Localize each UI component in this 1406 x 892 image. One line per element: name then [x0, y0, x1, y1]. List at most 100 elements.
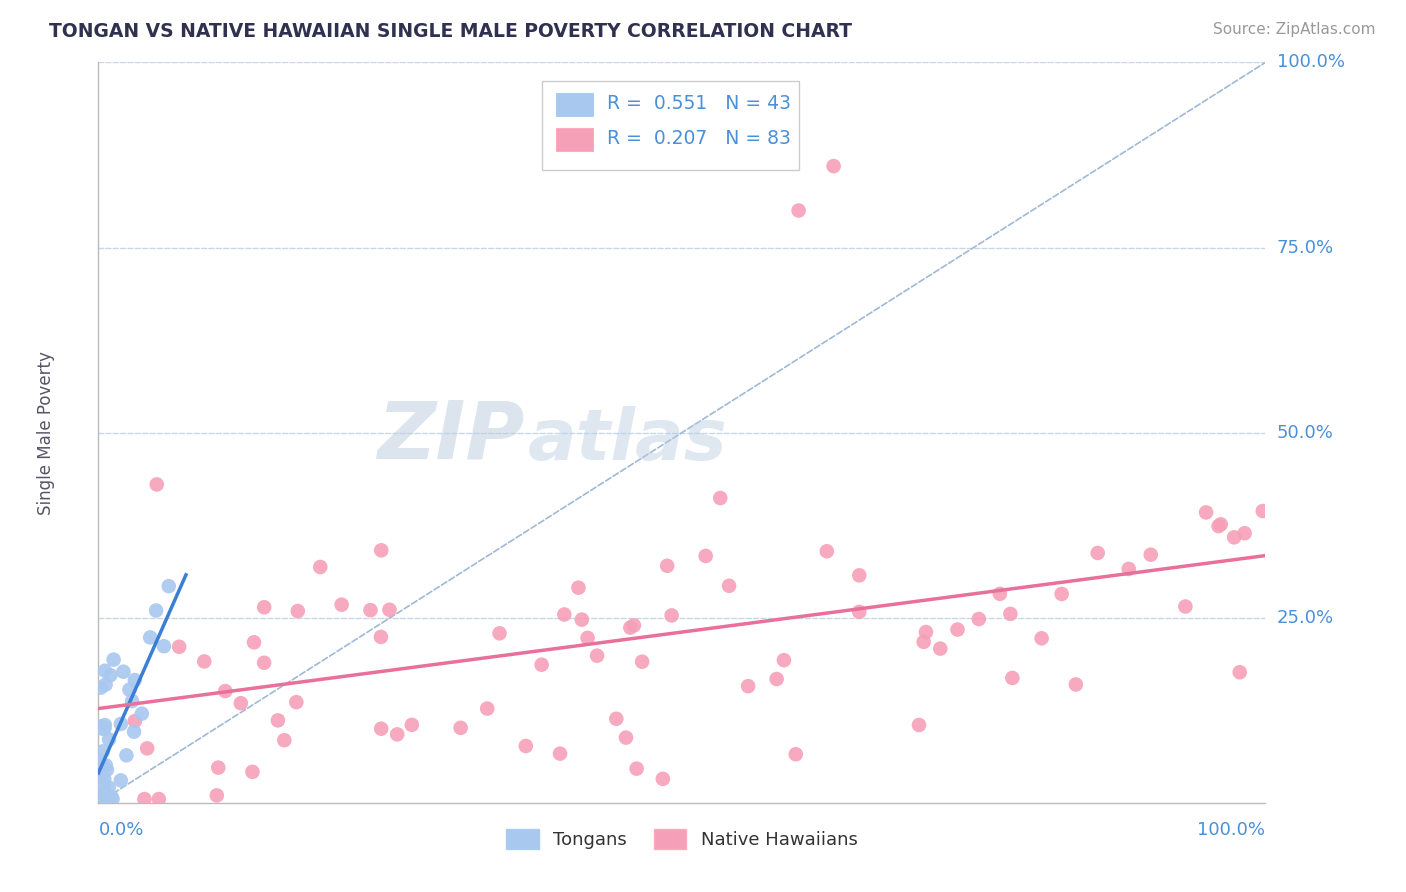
- Point: [193, 654, 215, 668]
- Point: [273, 733, 295, 747]
- Point: [124, 673, 146, 687]
- Point: [912, 635, 935, 649]
- Point: [91, 792, 114, 806]
- Text: R =  0.551   N = 43: R = 0.551 N = 43: [607, 94, 792, 112]
- Point: [929, 641, 952, 656]
- Point: [657, 558, 679, 573]
- Point: [915, 625, 938, 640]
- Text: 100.0%: 100.0%: [1277, 54, 1344, 71]
- Point: [1001, 671, 1024, 685]
- Point: [229, 696, 252, 710]
- Point: [631, 655, 654, 669]
- Point: [737, 679, 759, 693]
- Point: [1050, 587, 1073, 601]
- Point: [101, 792, 124, 806]
- Point: [243, 635, 266, 649]
- Point: [89, 792, 111, 806]
- Point: [785, 747, 807, 762]
- Point: [567, 581, 589, 595]
- Point: [548, 747, 571, 761]
- Point: [848, 568, 870, 582]
- Point: [122, 724, 145, 739]
- Point: [571, 613, 593, 627]
- Point: [93, 792, 115, 806]
- Point: [214, 684, 236, 698]
- Text: TONGAN VS NATIVE HAWAIIAN SINGLE MALE POVERTY CORRELATION CHART: TONGAN VS NATIVE HAWAIIAN SINGLE MALE PO…: [49, 22, 852, 41]
- Point: [946, 623, 969, 637]
- Text: 0.0%: 0.0%: [98, 822, 143, 839]
- Point: [1195, 505, 1218, 519]
- Text: 50.0%: 50.0%: [1277, 424, 1333, 442]
- Point: [330, 598, 353, 612]
- Point: [253, 600, 276, 615]
- Point: [89, 761, 111, 775]
- Point: [1229, 665, 1251, 680]
- Point: [765, 672, 787, 686]
- Text: 100.0%: 100.0%: [1198, 822, 1265, 839]
- Point: [619, 621, 641, 635]
- Point: [1087, 546, 1109, 560]
- Point: [136, 741, 159, 756]
- Text: R =  0.207   N = 83: R = 0.207 N = 83: [607, 129, 792, 148]
- Point: [1233, 526, 1256, 541]
- Point: [623, 618, 645, 632]
- Point: [1251, 504, 1274, 518]
- FancyBboxPatch shape: [555, 128, 593, 152]
- Point: [205, 789, 228, 803]
- Point: [98, 732, 121, 747]
- Point: [90, 719, 112, 733]
- Point: [988, 587, 1011, 601]
- Point: [139, 631, 162, 645]
- Point: [285, 695, 308, 709]
- Point: [553, 607, 575, 622]
- Point: [94, 677, 117, 691]
- Point: [1174, 599, 1197, 614]
- Point: [709, 491, 731, 505]
- Point: [94, 718, 117, 732]
- Point: [131, 706, 153, 721]
- Point: [253, 656, 276, 670]
- Point: [848, 605, 870, 619]
- Point: [908, 718, 931, 732]
- FancyBboxPatch shape: [541, 81, 799, 169]
- Point: [100, 668, 122, 682]
- Point: [90, 681, 112, 695]
- Point: [146, 477, 169, 491]
- Point: [145, 603, 167, 617]
- Point: [370, 722, 392, 736]
- Text: 75.0%: 75.0%: [1277, 238, 1334, 257]
- Point: [97, 780, 120, 795]
- Point: [370, 630, 392, 644]
- Point: [93, 772, 115, 787]
- Point: [118, 682, 141, 697]
- Point: [157, 579, 180, 593]
- Point: [93, 721, 115, 735]
- Point: [1000, 607, 1022, 621]
- Point: [1118, 562, 1140, 576]
- FancyBboxPatch shape: [555, 93, 593, 117]
- Point: [112, 665, 135, 679]
- Point: [718, 579, 741, 593]
- Point: [787, 203, 810, 218]
- Point: [96, 763, 118, 777]
- Point: [385, 727, 408, 741]
- Point: [148, 792, 170, 806]
- Point: [661, 608, 683, 623]
- Point: [530, 657, 553, 672]
- Point: [94, 758, 117, 772]
- Point: [167, 640, 190, 654]
- Point: [815, 544, 838, 558]
- Point: [370, 543, 392, 558]
- Point: [695, 549, 717, 563]
- Point: [1208, 519, 1230, 533]
- Point: [89, 754, 111, 768]
- Point: [1139, 548, 1161, 562]
- Text: 25.0%: 25.0%: [1277, 608, 1334, 627]
- Point: [823, 159, 845, 173]
- Point: [773, 653, 796, 667]
- Point: [450, 721, 472, 735]
- Point: [242, 764, 264, 779]
- Point: [91, 744, 114, 758]
- Point: [586, 648, 609, 663]
- Point: [121, 694, 143, 708]
